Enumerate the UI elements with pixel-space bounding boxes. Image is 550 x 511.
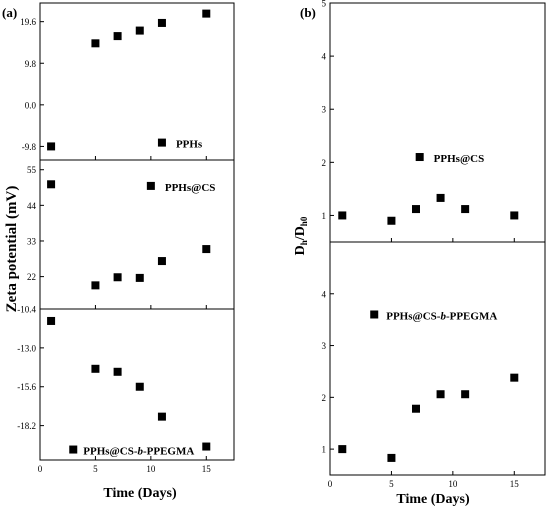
data-point	[157, 257, 166, 266]
y-tick-label: 55	[27, 165, 37, 175]
x-tick-label: 5	[93, 464, 98, 474]
x-tick-label: 15	[202, 464, 212, 474]
y-tick-label: 1	[322, 211, 327, 221]
subplot-frame	[329, 241, 546, 476]
data-point	[202, 245, 211, 254]
data-point	[461, 390, 470, 399]
panel-b-ylabel: Dh/Dh0	[293, 216, 309, 255]
data-point	[202, 9, 211, 18]
panel-b-label: (b)	[300, 5, 316, 20]
y-tick-label: 3	[322, 341, 327, 351]
data-point	[135, 273, 144, 282]
data-point	[91, 364, 100, 373]
subplot: 22 33 44 55 PPHs@CS	[27, 159, 235, 310]
panel-b: 1 2 3 4 5 PPHs@CS 1 2 3 4 0 5 10 15 PPHs@CS-b-PPEGMA	[322, 0, 546, 489]
legend-label: PPHs@CS-b-PPEGMA	[386, 310, 497, 322]
y-tick-label: -9.8	[22, 142, 37, 152]
subplot-frame	[329, 2, 546, 243]
data-point	[113, 273, 122, 282]
x-tick-label: 10	[448, 479, 458, 489]
data-point	[113, 367, 122, 376]
data-point	[510, 373, 519, 382]
subplot: 1 2 3 4 0 5 10 15 PPHs@CS-b-PPEGMA	[322, 241, 546, 489]
x-tick-label: 0	[328, 479, 333, 489]
data-point	[387, 453, 396, 462]
data-point	[135, 382, 144, 391]
legend-label: PPHs@CS	[165, 182, 216, 194]
y-tick-label: 5	[322, 0, 327, 9]
y-tick-label: 44	[27, 201, 37, 211]
data-point	[157, 412, 166, 421]
y-tick-label: 9.8	[25, 59, 37, 69]
y-tick-label: 0.0	[25, 100, 37, 110]
legend-label: PPHs@CS-b-PPEGMA	[83, 446, 194, 458]
data-point	[157, 18, 166, 27]
data-point	[338, 211, 347, 220]
y-tick-label: -13.0	[17, 343, 36, 353]
data-point	[202, 442, 211, 451]
data-point	[412, 404, 420, 413]
y-tick-label: 4	[322, 52, 327, 62]
legend-marker	[370, 310, 379, 319]
subplot: -9.8 0.0 9.8 19.6 PPHs	[20, 2, 235, 161]
x-tick-label: 10	[146, 464, 156, 474]
legend-marker	[157, 138, 166, 147]
y-tick-label: 1	[322, 445, 327, 455]
plot-layer: -9.80.09.819.6PPHs22334455PPHs@CS-10.4-1…	[17, 0, 546, 489]
legend-marker	[415, 153, 424, 162]
data-point	[412, 205, 420, 214]
data-point	[47, 180, 56, 189]
data-point	[461, 205, 470, 214]
y-tick-label: 4	[322, 289, 327, 299]
legend-label: PPHs	[176, 139, 203, 151]
data-point	[387, 216, 396, 225]
data-point	[510, 211, 519, 220]
data-point	[47, 142, 56, 151]
data-point	[113, 32, 122, 41]
x-tick-label: 5	[389, 479, 394, 489]
data-point	[436, 390, 445, 399]
data-point	[135, 26, 144, 35]
legend-marker	[69, 445, 78, 454]
y-tick-label: -10.4	[17, 305, 36, 315]
data-point	[436, 193, 445, 202]
data-point	[91, 281, 100, 290]
y-tick-label: 22	[27, 272, 36, 282]
x-tick-label: 0	[38, 464, 43, 474]
legend-label: PPHs@CS	[434, 153, 485, 165]
y-tick-label: -15.6	[17, 382, 36, 392]
panel-b-xlabel: Time (Days)	[396, 492, 470, 507]
panel-a-ylabel: Zeta potential (mV)	[4, 186, 20, 313]
panel-a: -9.80.09.819.6PPHs22334455PPHs@CS-10.4-1…	[17, 2, 235, 474]
panel-a-xlabel: Time (Days)	[103, 486, 177, 501]
y-tick-label: -18.2	[17, 421, 36, 431]
subplot: -10.4 -13.0 -15.6 -18.2 0 5 10 15 PPHs@CS-b-PPEG…	[17, 305, 235, 474]
legend-marker	[146, 181, 155, 190]
subplot: 1 2 3 4 5 PPHs@CS	[322, 0, 546, 243]
data-point	[91, 39, 100, 48]
y-tick-label: 2	[322, 158, 327, 168]
y-tick-label: 2	[322, 393, 327, 403]
data-point	[338, 445, 347, 454]
y-tick-label: 19.6	[20, 17, 36, 27]
subplot-frame	[39, 308, 235, 461]
x-tick-label: 15	[510, 479, 520, 489]
subplot-frame	[39, 2, 235, 161]
y-tick-label: 33	[27, 236, 37, 246]
y-tick-label: 3	[322, 105, 327, 115]
panel-a-label: (a)	[2, 5, 17, 20]
data-point	[47, 316, 56, 325]
